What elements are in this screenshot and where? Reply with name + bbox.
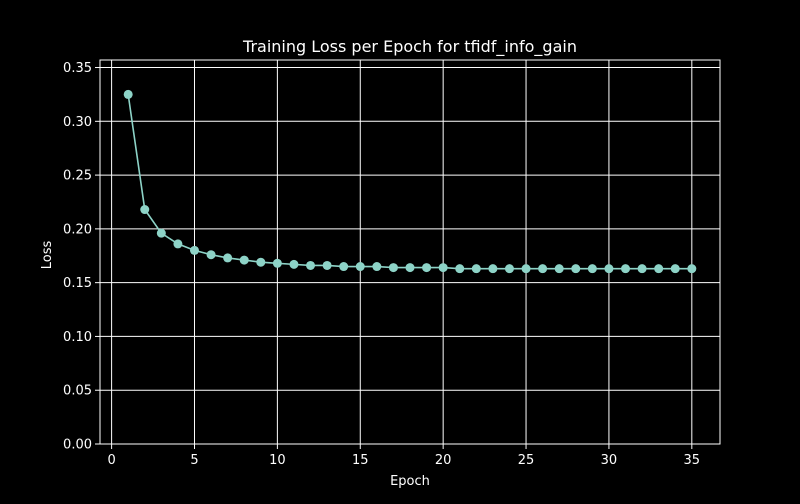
data-point — [571, 264, 581, 274]
x-tick-label: 0 — [107, 453, 115, 468]
data-point — [372, 262, 382, 272]
axis-ticks: 0 5 10 15 20 25 30 35 0.00 0.05 0.10 0.15 0.20 0.25 0.… — [63, 61, 700, 468]
data-point — [272, 258, 282, 268]
series-line — [127, 94, 692, 270]
y-tick-label: 0.20 — [63, 222, 92, 237]
data-point — [388, 263, 398, 273]
data-point — [355, 262, 365, 272]
data-point — [223, 253, 233, 263]
y-tick-label: 0.10 — [63, 330, 92, 345]
y-axis-label: Loss — [40, 241, 55, 270]
y-tick-label: 0.30 — [63, 115, 92, 130]
series-layer — [123, 89, 697, 274]
data-point — [306, 260, 316, 270]
y-tick-label: 0.00 — [63, 438, 92, 453]
data-point — [538, 264, 548, 274]
x-tick-label: 35 — [684, 453, 701, 468]
data-point — [621, 264, 631, 274]
data-point — [339, 262, 349, 272]
data-point — [189, 245, 199, 255]
data-point — [156, 228, 166, 238]
data-point — [687, 264, 697, 274]
data-point — [455, 264, 465, 274]
grid-lines — [100, 60, 720, 445]
data-point — [405, 263, 415, 273]
y-tick-label: 0.25 — [63, 169, 92, 184]
data-point — [587, 264, 597, 274]
data-point — [654, 264, 664, 274]
data-point — [471, 264, 481, 274]
data-point — [521, 264, 531, 274]
y-tick-label: 0.15 — [63, 276, 92, 291]
x-tick-label: 5 — [190, 453, 198, 468]
x-tick-label: 10 — [269, 453, 286, 468]
data-point — [438, 263, 448, 273]
y-tick-label: 0.35 — [63, 61, 92, 76]
x-tick-label: 30 — [601, 453, 618, 468]
data-point — [637, 264, 647, 274]
data-point — [206, 250, 216, 260]
data-point — [422, 263, 432, 273]
data-point — [256, 257, 266, 267]
y-tick-label: 0.05 — [63, 384, 92, 399]
data-point — [670, 264, 680, 274]
x-tick-label: 15 — [352, 453, 369, 468]
data-point — [604, 264, 614, 274]
data-point — [173, 239, 183, 249]
data-point — [123, 89, 133, 99]
chart-title: Training Loss per Epoch for tfidf_info_g… — [242, 37, 577, 57]
plot-area-frame — [99, 59, 721, 445]
data-point — [239, 255, 249, 265]
x-axis-label: Epoch — [390, 474, 430, 489]
x-tick-label: 20 — [435, 453, 452, 468]
x-tick-label: 25 — [518, 453, 535, 468]
data-point — [140, 205, 150, 215]
data-point — [488, 264, 498, 274]
data-point — [554, 264, 564, 274]
data-point — [289, 259, 299, 269]
data-point — [504, 264, 514, 274]
data-point — [322, 260, 332, 270]
